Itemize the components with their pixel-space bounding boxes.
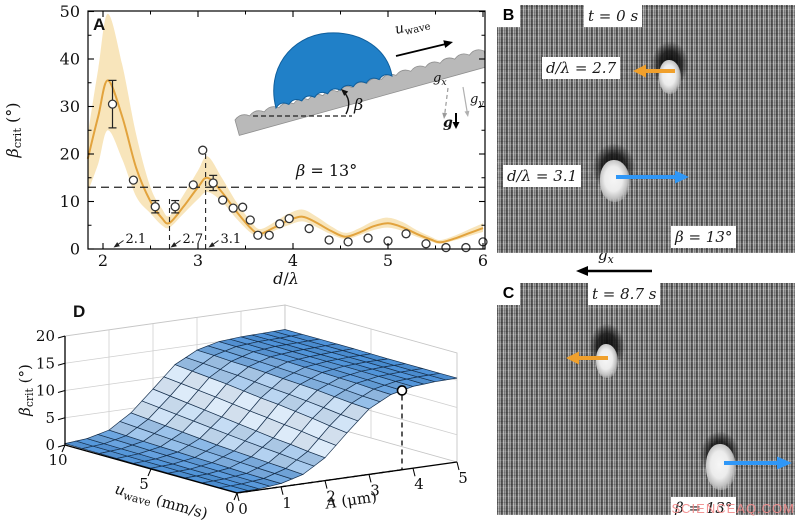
svg-text:30: 30 xyxy=(60,97,80,116)
svg-text:0: 0 xyxy=(45,436,55,454)
svg-text:g: g xyxy=(443,115,453,131)
svg-text:10: 10 xyxy=(48,451,67,469)
svg-text:4: 4 xyxy=(414,475,424,493)
svg-text:βcrit (°): βcrit (°) xyxy=(3,102,24,158)
droplet-highlight xyxy=(596,344,618,378)
svg-text:50: 50 xyxy=(60,2,80,21)
svg-text:1: 1 xyxy=(282,494,292,512)
svg-text:2: 2 xyxy=(326,488,336,506)
data-point xyxy=(441,242,451,253)
svg-text:10: 10 xyxy=(36,382,55,400)
svg-text:3.1: 3.1 xyxy=(221,232,242,247)
svg-text:40: 40 xyxy=(60,50,80,69)
droplet-highlight xyxy=(600,160,630,202)
micrograph-panel-b: B t = 0 s d/λ = 2.7 d/λ = 3.1 β = 13° xyxy=(497,5,795,253)
micrograph-panel-c: C t = 8.7 s β = 13° xyxy=(497,283,795,515)
svg-text:3: 3 xyxy=(193,251,203,270)
svg-text:gy: gy xyxy=(470,92,484,109)
panel-letter-c: C xyxy=(497,283,520,305)
panel-letter-b: B xyxy=(497,5,520,27)
data-point xyxy=(218,195,228,205)
uncertainty-band xyxy=(87,13,484,244)
data-point xyxy=(275,219,285,229)
panel-a-inset: β uwave gx gy g xyxy=(234,14,485,136)
svg-text:5: 5 xyxy=(139,475,149,493)
data-point xyxy=(128,175,139,185)
droplet-highlight xyxy=(659,60,681,94)
data-point xyxy=(170,202,180,212)
data-point xyxy=(228,203,238,213)
svg-text:gx: gx xyxy=(433,71,447,88)
inclined-substrate xyxy=(234,49,485,136)
data-point xyxy=(401,229,411,239)
data-point xyxy=(264,230,274,240)
timestamp-label-c: t = 8.7 s xyxy=(588,283,661,305)
svg-text:β: β xyxy=(353,95,363,114)
orange-arrow-left-icon xyxy=(633,64,675,78)
model-curve xyxy=(86,79,484,244)
svg-text:0: 0 xyxy=(225,499,235,517)
data-point xyxy=(107,99,118,109)
svg-text:D: D xyxy=(73,302,85,321)
data-point xyxy=(237,202,248,212)
tilt-angle-label-c: β = 13° xyxy=(671,497,737,515)
svg-text:10: 10 xyxy=(60,192,80,211)
droplet-3-1 xyxy=(586,140,642,206)
svg-text:3: 3 xyxy=(370,481,380,499)
svg-text:d/λ: d/λ xyxy=(273,269,299,288)
data-point xyxy=(284,213,294,224)
gravity-x-arrow: gx xyxy=(576,246,652,276)
svg-text:15: 15 xyxy=(36,354,55,372)
droplet-2-7-moved xyxy=(584,320,630,384)
data-point xyxy=(343,237,353,247)
watermark: SCIENCEAQ.COM xyxy=(671,501,795,516)
droplet-ratio-label-3-1: d/λ = 3.1 xyxy=(503,165,582,187)
data-point xyxy=(421,239,431,249)
data-point xyxy=(253,230,263,240)
orange-arrow-left-icon xyxy=(566,351,608,365)
svg-text:uwave (mm/s): uwave (mm/s) xyxy=(112,480,209,525)
svg-text:4: 4 xyxy=(288,251,298,270)
data-point xyxy=(461,242,471,253)
droplet-3-1-moved xyxy=(694,428,746,492)
blue-arrow-right-icon xyxy=(724,456,792,470)
svg-text:uwave: uwave xyxy=(393,14,432,39)
svg-text:β = 13°: β = 13° xyxy=(295,161,357,180)
data-point xyxy=(363,233,373,243)
data-point xyxy=(188,180,198,190)
data-point xyxy=(208,178,218,188)
blue-arrow-right-icon xyxy=(616,170,689,184)
svg-text:5: 5 xyxy=(383,251,393,270)
svg-text:gx: gx xyxy=(598,246,614,266)
svg-text:20: 20 xyxy=(36,327,55,345)
svg-text:5: 5 xyxy=(45,409,55,427)
panel-a-axes: 2 3 4 5 6 0 10 20 30 40 50 d/λ βcrit (°) A xyxy=(3,2,488,288)
data-point xyxy=(304,223,314,234)
svg-text:2.7: 2.7 xyxy=(183,232,204,247)
svg-text:5: 5 xyxy=(458,469,468,487)
surface-marker xyxy=(396,385,408,396)
svg-text:0: 0 xyxy=(70,240,80,259)
data-point xyxy=(150,202,160,212)
panel-a-plot: β = 13° 2.1 2.7 3.1 xyxy=(86,13,488,253)
data-point xyxy=(198,145,208,155)
svg-text:A: A xyxy=(93,15,105,34)
tilt-angle-label-b: β = 13° xyxy=(671,226,737,248)
droplet-sketch xyxy=(273,32,393,110)
svg-text:6: 6 xyxy=(478,251,488,270)
svg-text:20: 20 xyxy=(60,145,80,164)
svg-text:A (μm): A (μm) xyxy=(323,488,378,513)
droplet-highlight xyxy=(706,444,736,490)
droplet-ratio-label-2-7: d/λ = 2.7 xyxy=(542,57,621,79)
data-point xyxy=(324,235,334,245)
svg-text:2.1: 2.1 xyxy=(126,232,147,247)
svg-text:βcrit (°): βcrit (°) xyxy=(16,364,36,417)
data-point xyxy=(245,215,255,225)
svg-text:0: 0 xyxy=(238,500,248,518)
svg-text:2: 2 xyxy=(98,251,108,270)
timestamp-label-b: t = 0 s xyxy=(584,5,643,27)
